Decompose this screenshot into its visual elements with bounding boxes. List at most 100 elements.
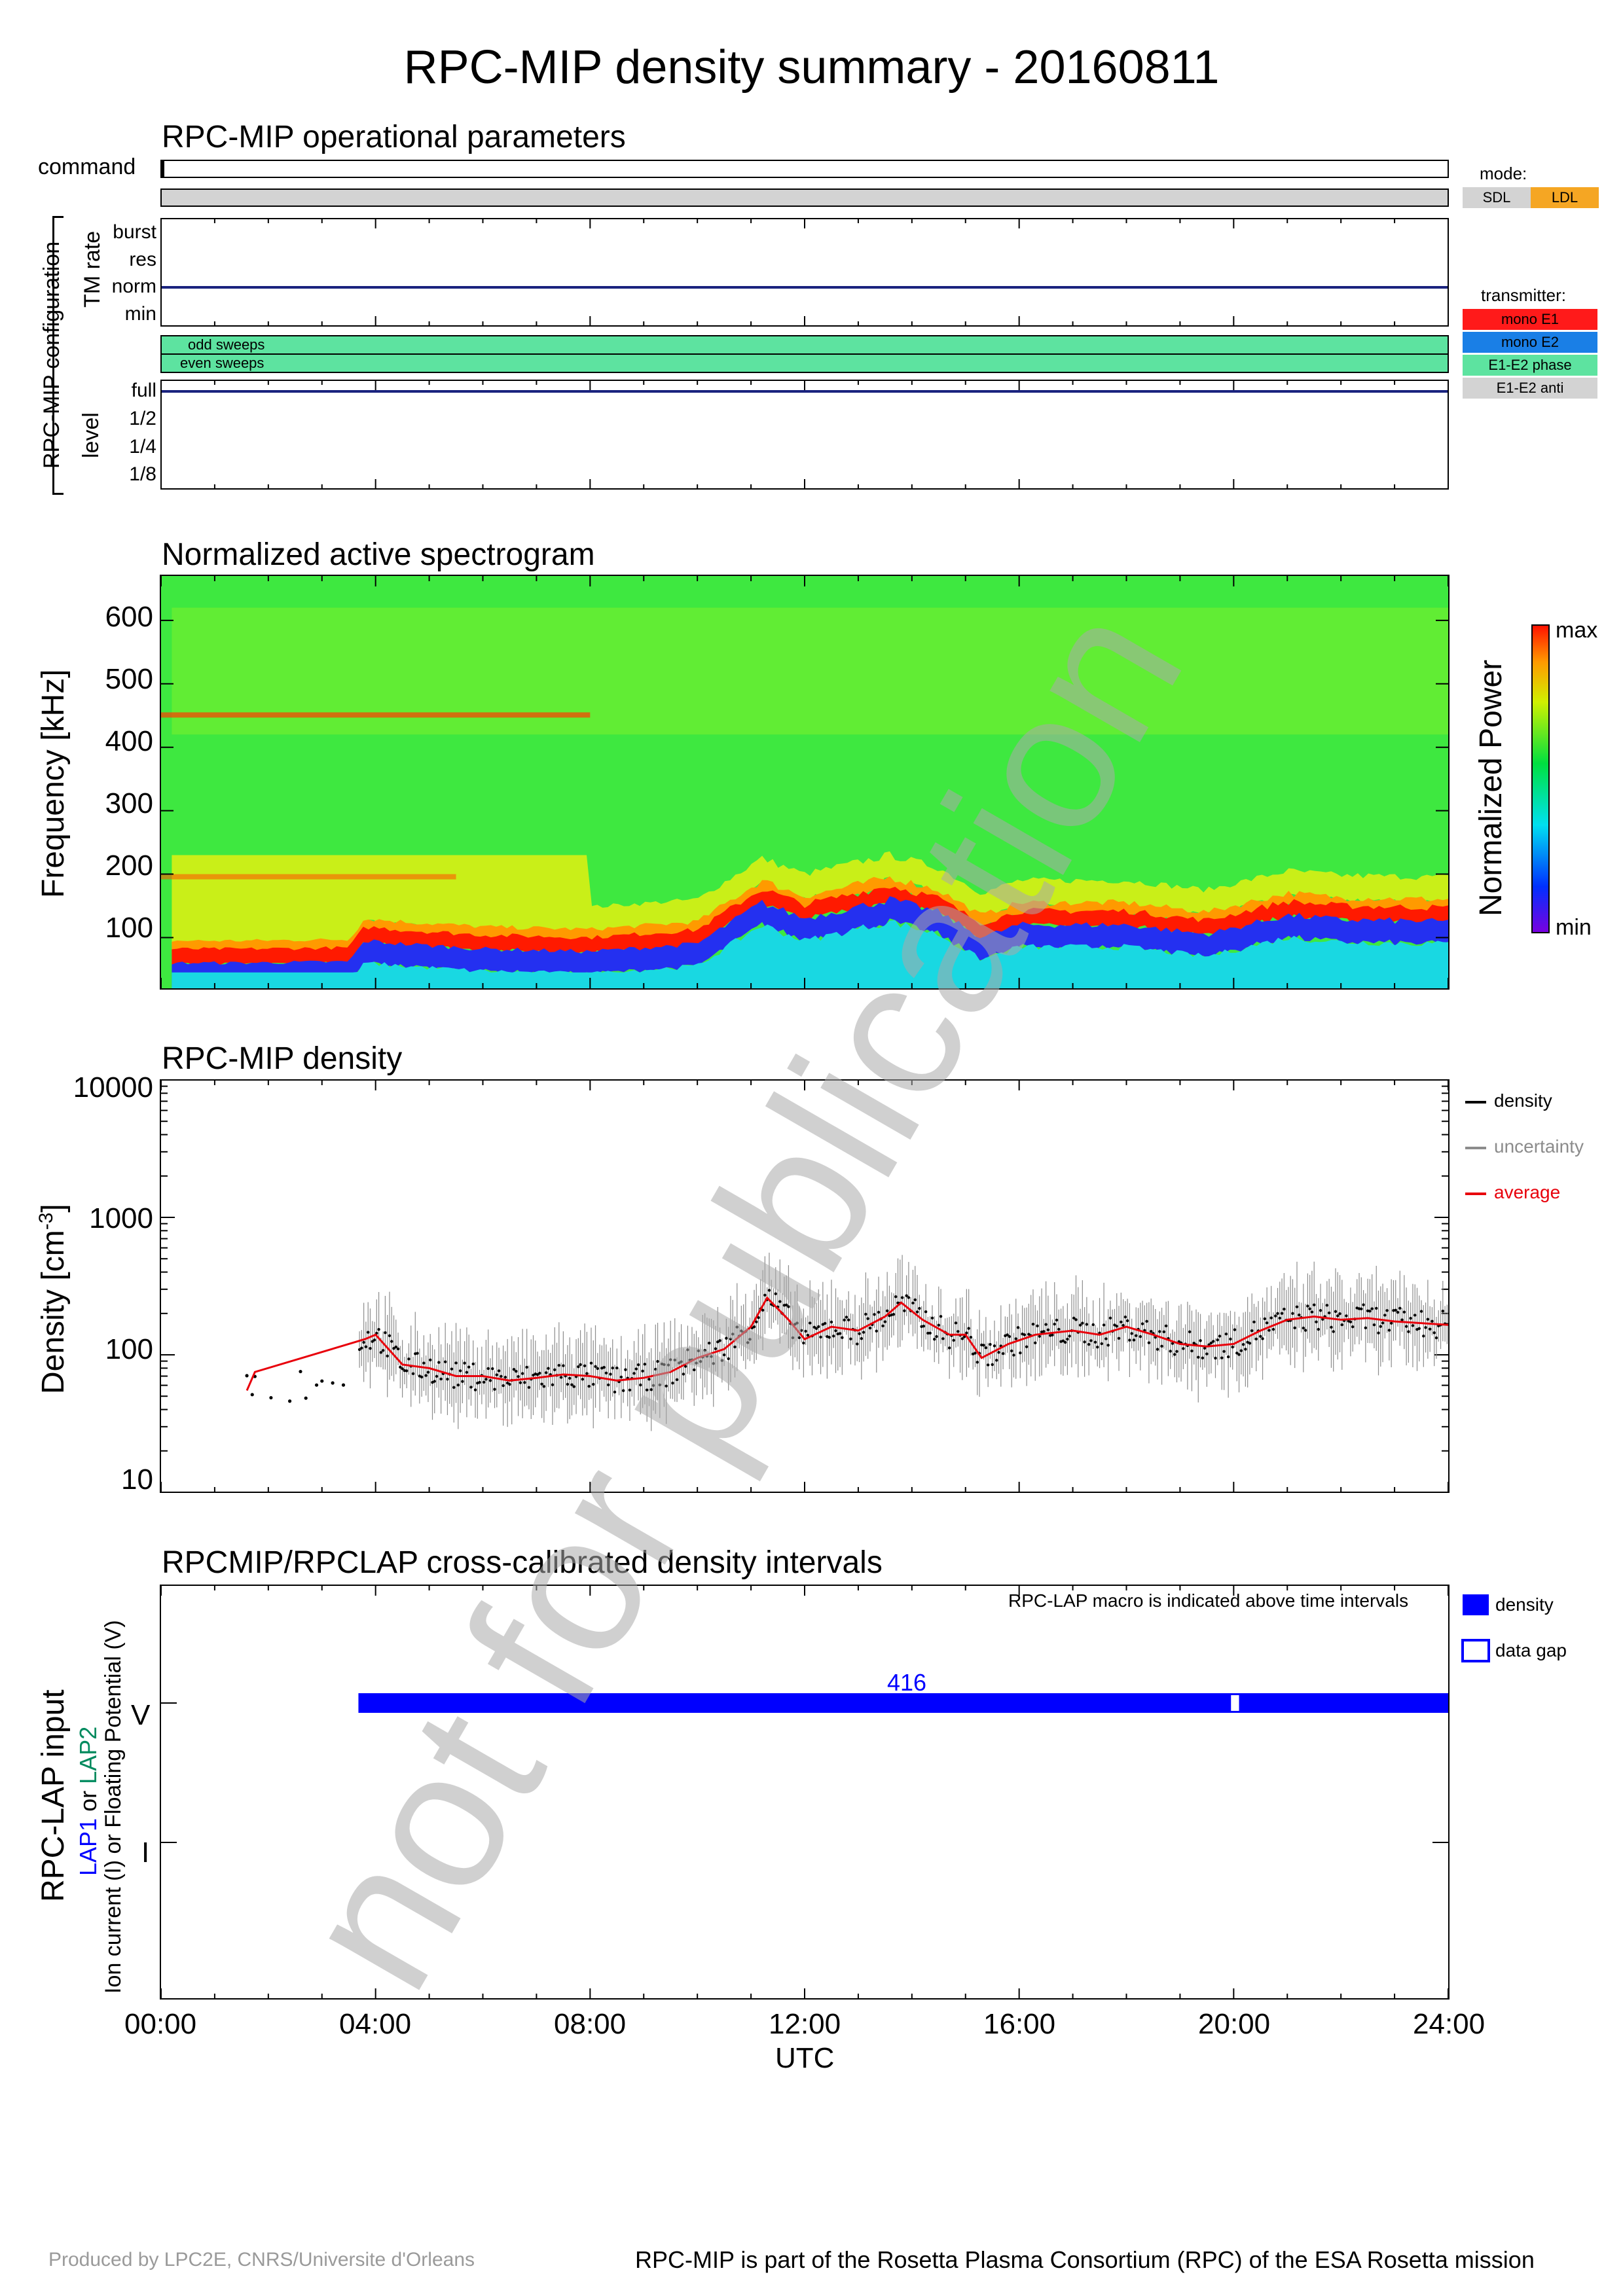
density-point [1426, 1318, 1430, 1321]
density-point [1366, 1309, 1370, 1313]
legend-average-label: average [1494, 1182, 1561, 1202]
density-point [1235, 1352, 1239, 1355]
density-point [841, 1336, 844, 1339]
density-point [1036, 1324, 1039, 1328]
density-point [986, 1363, 990, 1367]
xtick-1200: 12:00 [769, 2008, 841, 2040]
density-point [845, 1316, 848, 1319]
density-average-line [246, 1296, 1449, 1391]
density-point [568, 1376, 572, 1380]
density-point [928, 1331, 932, 1335]
density-point [1325, 1304, 1329, 1307]
density-point [583, 1364, 587, 1368]
density-point [501, 1384, 505, 1388]
density-point [299, 1369, 302, 1374]
density-point [806, 1333, 810, 1337]
density-point [1396, 1310, 1400, 1314]
command-marker [162, 161, 164, 177]
density-point [868, 1326, 872, 1330]
density-point [1317, 1327, 1320, 1331]
density-point [1246, 1340, 1249, 1344]
density-point [371, 1340, 374, 1343]
density-point [849, 1337, 852, 1340]
density-point [585, 1372, 589, 1375]
density-point [1068, 1335, 1071, 1338]
spectrogram-layers [161, 607, 1448, 988]
transmitter-e1-e2-anti: E1-E2 anti [1463, 378, 1597, 399]
density-point [1216, 1338, 1219, 1342]
density-point [1334, 1310, 1338, 1313]
density-point [1389, 1321, 1393, 1325]
density-point [817, 1325, 820, 1329]
xtick-0400: 04:00 [339, 2008, 412, 2040]
density-point [1106, 1344, 1110, 1347]
spectrogram-orange-band [172, 876, 1448, 955]
density-point [695, 1361, 698, 1365]
density-point [1147, 1341, 1151, 1344]
density-point [1171, 1342, 1175, 1345]
density-point [1252, 1320, 1256, 1324]
density-point [401, 1367, 404, 1371]
lap-ytick-i: I [141, 1837, 150, 1869]
density-point [396, 1347, 400, 1351]
density-point [540, 1382, 543, 1386]
density-point [856, 1342, 859, 1346]
density-point [1402, 1310, 1406, 1314]
density-point [433, 1380, 436, 1383]
density-point [611, 1366, 614, 1370]
density-point [500, 1374, 503, 1378]
density-point [1379, 1325, 1382, 1328]
spectrogram-harmonic-450 [161, 712, 591, 718]
density-point [435, 1374, 439, 1378]
density-point [1085, 1323, 1089, 1326]
density-point [1025, 1345, 1029, 1348]
density-point [414, 1352, 417, 1355]
lap-ticks [160, 1585, 1449, 1999]
density-point [686, 1348, 689, 1352]
spectrogram-cyan-band [172, 920, 1448, 988]
density-point [1220, 1356, 1224, 1359]
density-point [860, 1336, 864, 1340]
density-point [1419, 1310, 1423, 1313]
density-point [1156, 1348, 1159, 1351]
density-point [525, 1365, 528, 1369]
density-point [838, 1332, 842, 1335]
density-point [1398, 1306, 1402, 1310]
density-point [643, 1363, 647, 1366]
colorbar-max: max [1556, 618, 1598, 643]
density-point [596, 1367, 600, 1371]
spectrogram-ticks [160, 218, 1449, 988]
density-point [1139, 1335, 1142, 1338]
density-point [587, 1384, 591, 1388]
density-point [828, 1336, 831, 1339]
density-point [1212, 1340, 1215, 1343]
density-point [491, 1367, 494, 1371]
density-point [1006, 1333, 1009, 1336]
density-point [484, 1378, 488, 1381]
density-point [538, 1371, 541, 1375]
density-point [1145, 1319, 1148, 1323]
density-point [1248, 1342, 1252, 1345]
density-point [1404, 1325, 1408, 1328]
density-point [429, 1358, 432, 1362]
density-point [969, 1335, 973, 1339]
density-point [947, 1346, 951, 1350]
density-point [656, 1359, 659, 1363]
legend-density-label: density [1494, 1090, 1552, 1111]
density-point [1113, 1323, 1116, 1327]
density-point [903, 1309, 906, 1312]
density-point [767, 1289, 771, 1292]
sweeps-bar: odd sweeps even sweeps [160, 335, 1449, 373]
density-point [911, 1301, 915, 1305]
density-point [458, 1369, 462, 1372]
density-point [722, 1353, 726, 1357]
density-point [658, 1383, 662, 1387]
density-point [836, 1332, 839, 1336]
density-point [392, 1346, 395, 1350]
density-point [703, 1348, 706, 1352]
density-point [1203, 1346, 1207, 1350]
density-point [1340, 1323, 1344, 1327]
density-point [1087, 1342, 1091, 1346]
density-point [636, 1363, 640, 1367]
density-point [733, 1345, 737, 1349]
